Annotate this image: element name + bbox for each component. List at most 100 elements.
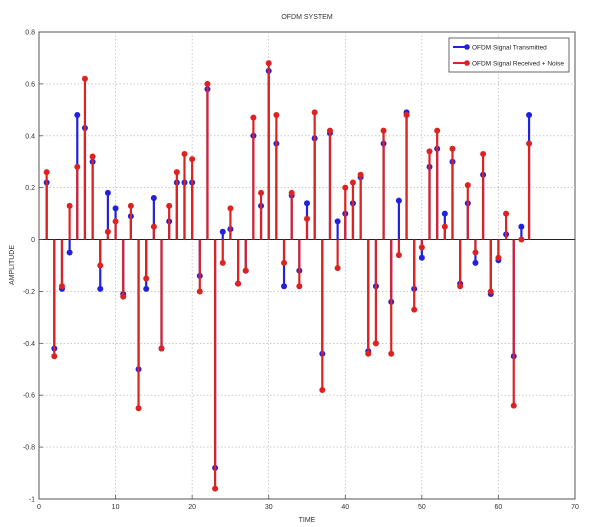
stem-marker (395, 252, 402, 259)
stem-marker (219, 259, 226, 266)
y-tick-label: -0.8 (23, 445, 35, 452)
stem-marker (464, 182, 471, 189)
stem-marker (526, 112, 533, 119)
stem-marker (518, 223, 525, 230)
stem-marker (235, 280, 242, 287)
stem-marker (411, 306, 418, 313)
stem-marker (104, 228, 111, 235)
stem-marker (388, 350, 395, 357)
stem-marker (212, 485, 219, 492)
x-tick-label: 70 (571, 504, 579, 511)
stem-marker (441, 210, 448, 217)
stem-marker (449, 145, 456, 152)
x-tick-label: 20 (188, 504, 196, 511)
stem-marker (74, 112, 81, 119)
x-tick-label: 50 (418, 504, 426, 511)
stem-marker (150, 195, 157, 202)
legend-label-transmitted: OFDM Signal Transmitted (472, 45, 547, 52)
x-axis-title: TIME (299, 517, 316, 524)
stem-marker (181, 150, 188, 157)
stem-marker (127, 202, 134, 209)
x-tick-label: 0 (37, 504, 41, 511)
stem-marker (365, 350, 372, 357)
plot-area (38, 31, 576, 500)
axis-ticks: 0 10 20 30 40 50 60 70 -1 -0.8 -0.6 -0.4 -0.2 0 0.2 0.4… (23, 30, 579, 512)
stem-marker (495, 254, 502, 261)
stem-marker (250, 114, 257, 121)
stem-marker (426, 148, 433, 155)
stem-marker (265, 60, 272, 67)
stem-marker (97, 262, 104, 269)
x-tick-label: 40 (341, 504, 349, 511)
stem-marker (326, 127, 333, 134)
stem-marker (349, 179, 356, 186)
stem-marker (334, 218, 341, 225)
stem-marker (403, 112, 410, 119)
stem-marker (66, 202, 73, 209)
y-tick-label: -0.4 (23, 341, 35, 348)
stem-marker (66, 249, 73, 256)
stem-marker (311, 109, 318, 116)
y-tick-label: 0.6 (25, 81, 35, 88)
stem-marker (503, 210, 510, 217)
stem-marker (472, 259, 479, 266)
y-axis-title: AMPLITUDE (9, 245, 16, 285)
stem-marker (395, 197, 402, 204)
stem-marker (304, 200, 310, 207)
stem-marker (296, 283, 303, 290)
stem-marker (334, 265, 341, 272)
stem-marker (219, 228, 226, 235)
y-tick-label: -1 (29, 497, 35, 504)
stem-marker (74, 163, 81, 170)
stem-marker (319, 387, 326, 394)
x-tick-label: 60 (495, 504, 503, 511)
stem-marker (281, 283, 288, 290)
y-tick-label: -0.6 (23, 393, 35, 400)
stem-marker (258, 189, 265, 196)
stem-marker (166, 202, 173, 209)
legend: OFDM Signal Transmitted OFDM Signal Rece… (448, 37, 570, 73)
stem-marker (480, 150, 487, 157)
stem-marker (304, 215, 310, 222)
stem-marker (135, 405, 142, 412)
stem-marker (89, 153, 96, 160)
stem-marker (242, 267, 249, 274)
stem-marker (288, 189, 295, 196)
legend-box (448, 37, 570, 73)
stem-marker (518, 236, 525, 243)
stem-marker (434, 127, 441, 134)
stem-marker (112, 205, 119, 212)
stem-marker (418, 254, 425, 261)
stem-marker (487, 288, 494, 295)
stem-marker (510, 402, 517, 409)
stem-marker (196, 288, 203, 295)
stem-marker (472, 249, 479, 256)
stem-marker (357, 171, 364, 178)
stem-marker (81, 75, 88, 82)
stem-marker (227, 205, 234, 212)
stem-marker (104, 189, 111, 196)
x-tick-label: 30 (265, 504, 273, 511)
stem-marker (281, 259, 288, 266)
stem-marker (204, 80, 211, 87)
stem-marker (143, 275, 150, 282)
y-tick-label: -0.2 (23, 289, 35, 296)
stem-marker (342, 184, 349, 191)
chart-title: OFDM SYSTEM (281, 14, 333, 21)
legend-marker-transmitted (464, 44, 470, 50)
stem-marker (273, 112, 280, 119)
stem-marker (418, 244, 425, 251)
y-tick-label: 0.8 (25, 30, 35, 37)
stems (43, 60, 533, 492)
x-tick-label: 10 (112, 504, 120, 511)
stem-marker (120, 293, 127, 300)
y-tick-label: 0.2 (25, 185, 35, 192)
stem-marker (173, 169, 180, 176)
series-received (43, 60, 533, 492)
stem-marker (526, 140, 533, 147)
stem-marker (189, 156, 196, 163)
legend-marker-received (464, 60, 470, 66)
stem-marker (51, 353, 58, 360)
stem-marker (143, 285, 150, 292)
stem-marker (150, 223, 157, 230)
